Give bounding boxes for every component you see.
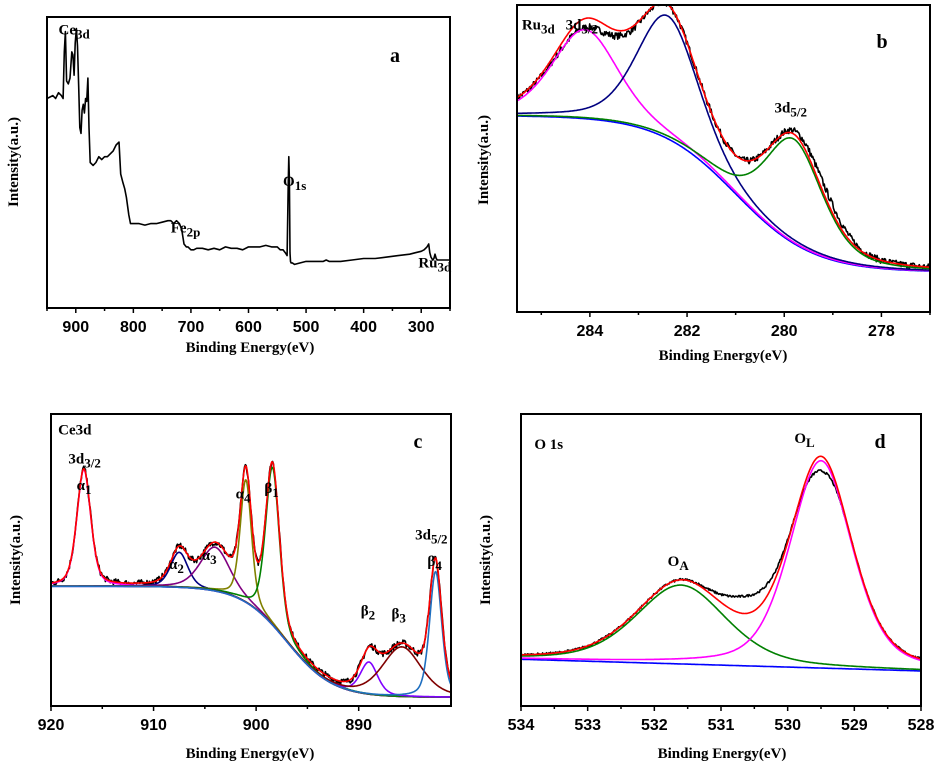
x-axis-label: Binding Energy(eV) bbox=[659, 348, 788, 364]
peak-annotation: Ru3d bbox=[418, 255, 452, 274]
peak-annotation: α3 bbox=[202, 548, 217, 567]
plot-area-c bbox=[51, 460, 451, 698]
x-tick-label: 533 bbox=[574, 717, 601, 734]
series-envelope bbox=[517, 5, 930, 268]
peak-annotation: O 1s bbox=[534, 437, 563, 453]
x-tick-label: 282 bbox=[674, 323, 701, 340]
peak-annotation: Fe2p bbox=[171, 220, 201, 239]
series-envelope bbox=[51, 461, 451, 683]
x-tick-label: 900 bbox=[243, 717, 270, 734]
x-axis-label: Binding Energy(eV) bbox=[658, 746, 787, 762]
series-component-7 bbox=[51, 570, 451, 696]
x-axis-label: Binding Energy(eV) bbox=[186, 746, 315, 762]
series-component-5 bbox=[51, 585, 451, 698]
y-axis-label: Intensity(a.u.) bbox=[476, 115, 492, 205]
plot-area-d bbox=[521, 455, 921, 672]
panel-letter: d bbox=[874, 431, 885, 453]
series-survey bbox=[47, 27, 450, 266]
plot-area-a bbox=[47, 27, 450, 266]
y-axis-label: Intensity(a.u.) bbox=[8, 515, 24, 605]
x-tick-label: 920 bbox=[38, 717, 65, 734]
x-tick-label: 534 bbox=[508, 717, 535, 734]
plot-frame-d bbox=[520, 413, 922, 707]
series-component-1 bbox=[521, 459, 921, 662]
peak-annotation: OA bbox=[668, 554, 690, 573]
plot-area-b bbox=[517, 5, 930, 272]
series-component-0 bbox=[521, 584, 921, 671]
peak-annotation: β1 bbox=[264, 481, 278, 500]
series-background bbox=[521, 658, 921, 672]
peak-annotation: 3d5/2 bbox=[415, 528, 447, 547]
peak-annotation: 3d3/2 bbox=[566, 18, 598, 37]
x-tick-label: 910 bbox=[140, 717, 167, 734]
series-component-1 bbox=[517, 14, 930, 271]
peak-annotation: Ce3d bbox=[58, 422, 92, 438]
plot-frame-c bbox=[50, 413, 452, 707]
x-tick-label: 530 bbox=[774, 717, 801, 734]
panel-c: 920 910 900 890 Binding Energy(eV) Intensity(… bbox=[8, 413, 452, 762]
x-tick-label: 284 bbox=[577, 323, 604, 340]
series-component-2 bbox=[517, 114, 930, 270]
panel-b: 284 282 280 278 Binding Energy(eV) Intensity(… bbox=[476, 4, 931, 364]
peak-annotation: β3 bbox=[392, 606, 407, 625]
peak-annotation: α1 bbox=[77, 478, 92, 497]
x-tick-label: 400 bbox=[350, 319, 377, 336]
series-background bbox=[51, 585, 451, 698]
panel-letter: a bbox=[390, 45, 400, 67]
panel-d: 534 533 532 531 530 529 528 Binding Energy(eV) I… bbox=[478, 413, 935, 762]
peak-annotation: α4 bbox=[236, 487, 251, 506]
x-tick-label: 700 bbox=[178, 319, 205, 336]
x-tick-label: 300 bbox=[408, 319, 435, 336]
panel-letter: c bbox=[414, 431, 423, 453]
y-axis-label: Intensity(a.u.) bbox=[478, 515, 494, 605]
x-tick-label: 528 bbox=[908, 717, 935, 734]
plot-frame-b bbox=[516, 4, 931, 313]
peak-annotation: β2 bbox=[361, 603, 375, 622]
peak-annotation: β4 bbox=[427, 554, 442, 573]
peak-annotation: Ru3d bbox=[522, 18, 556, 37]
x-tick-label: 531 bbox=[708, 717, 735, 734]
x-tick-label: 532 bbox=[641, 717, 668, 734]
x-tick-label: 280 bbox=[771, 323, 798, 340]
series-component-1 bbox=[51, 551, 451, 698]
peak-annotation: 3d3/2 bbox=[68, 452, 100, 471]
peak-annotation: α2 bbox=[169, 557, 184, 576]
panel-letter: b bbox=[876, 31, 887, 53]
peak-annotation: Ce3d bbox=[59, 22, 91, 41]
x-tick-label: 529 bbox=[841, 717, 868, 734]
panel-a: 900 800 700 600 500 400 300 Binding Energy(eV) I… bbox=[6, 16, 452, 356]
x-tick-label: 500 bbox=[293, 319, 320, 336]
peak-annotation: O1s bbox=[283, 174, 306, 193]
series-raw-data bbox=[521, 469, 921, 661]
series-envelope bbox=[521, 455, 921, 660]
series-raw-data bbox=[517, 5, 930, 270]
x-tick-label: 278 bbox=[868, 323, 895, 340]
x-tick-label: 600 bbox=[235, 319, 262, 336]
series-component-6 bbox=[51, 585, 451, 694]
x-tick-label: 900 bbox=[62, 319, 89, 336]
series-raw-data bbox=[51, 460, 451, 686]
x-tick-label: 800 bbox=[120, 319, 147, 336]
peak-annotation: OL bbox=[794, 431, 815, 450]
peak-annotation: 3d5/2 bbox=[775, 100, 807, 119]
series-component-0 bbox=[517, 28, 930, 272]
x-tick-label: 890 bbox=[345, 717, 372, 734]
x-axis-label: Binding Energy(eV) bbox=[186, 340, 315, 356]
y-axis-label: Intensity(a.u.) bbox=[6, 117, 22, 207]
